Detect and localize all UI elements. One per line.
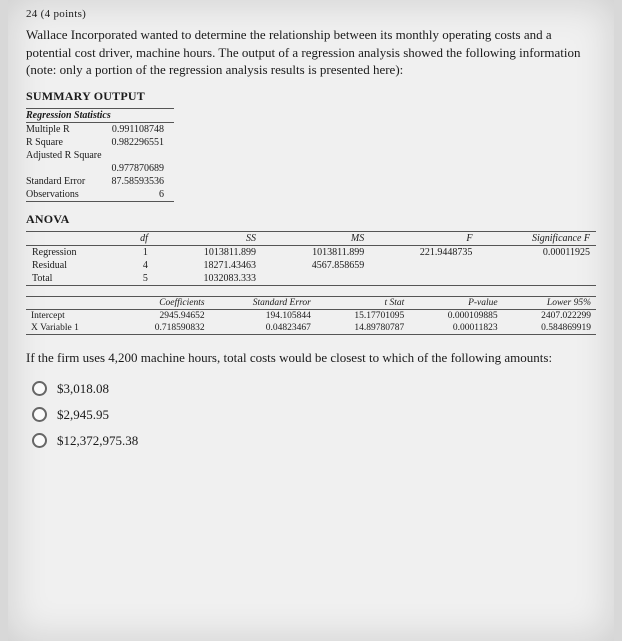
summary-output-heading: SUMMARY OUTPUT: [26, 89, 596, 104]
option-label: $3,018.08: [57, 381, 109, 397]
option-label: $12,372,975.38: [57, 433, 138, 449]
table-row: R Square0.982296551: [26, 136, 174, 149]
table-row: 0.977870689: [26, 162, 174, 175]
radio-icon[interactable]: [32, 407, 47, 422]
option-label: $2,945.95: [57, 407, 109, 423]
table-row: Total 5 1032083.333: [26, 272, 596, 286]
stats-caption: Regression Statistics: [26, 108, 174, 122]
table-row: Adjusted R Square: [26, 149, 174, 162]
anova-table: df SS MS F Significance F Regression 1 1…: [26, 231, 596, 286]
table-row: X Variable 1 0.718590832 0.04823467 14.8…: [26, 322, 596, 335]
prompt-text: Wallace Incorporated wanted to determine…: [26, 26, 596, 79]
table-row: Regression 1 1013811.899 1013811.899 221…: [26, 245, 596, 259]
table-header-row: Coefficients Standard Error t Stat P-val…: [26, 296, 596, 309]
page: 24 (4 points) Wallace Incorporated wante…: [8, 0, 614, 641]
table-row: Standard Error87.58593536: [26, 175, 174, 188]
question-text: If the firm uses 4,200 machine hours, to…: [26, 349, 596, 367]
anova-heading: ANOVA: [26, 212, 596, 227]
points-line: 24 (4 points): [26, 8, 596, 20]
answer-option[interactable]: $3,018.08: [32, 381, 596, 397]
radio-icon[interactable]: [32, 381, 47, 396]
table-header-row: df SS MS F Significance F: [26, 231, 596, 245]
answer-options: $3,018.08 $2,945.95 $12,372,975.38: [32, 381, 596, 449]
radio-icon[interactable]: [32, 433, 47, 448]
answer-option[interactable]: $12,372,975.38: [32, 433, 596, 449]
table-row: Multiple R0.991108748: [26, 122, 174, 136]
table-row: Intercept 2945.94652 194.105844 15.17701…: [26, 309, 596, 322]
regression-statistics-table: Regression Statistics Multiple R0.991108…: [26, 108, 174, 202]
answer-option[interactable]: $2,945.95: [32, 407, 596, 423]
coefficients-table: Coefficients Standard Error t Stat P-val…: [26, 296, 596, 335]
table-row: Observations6: [26, 188, 174, 202]
table-row: Residual 4 18271.43463 4567.858659: [26, 259, 596, 272]
